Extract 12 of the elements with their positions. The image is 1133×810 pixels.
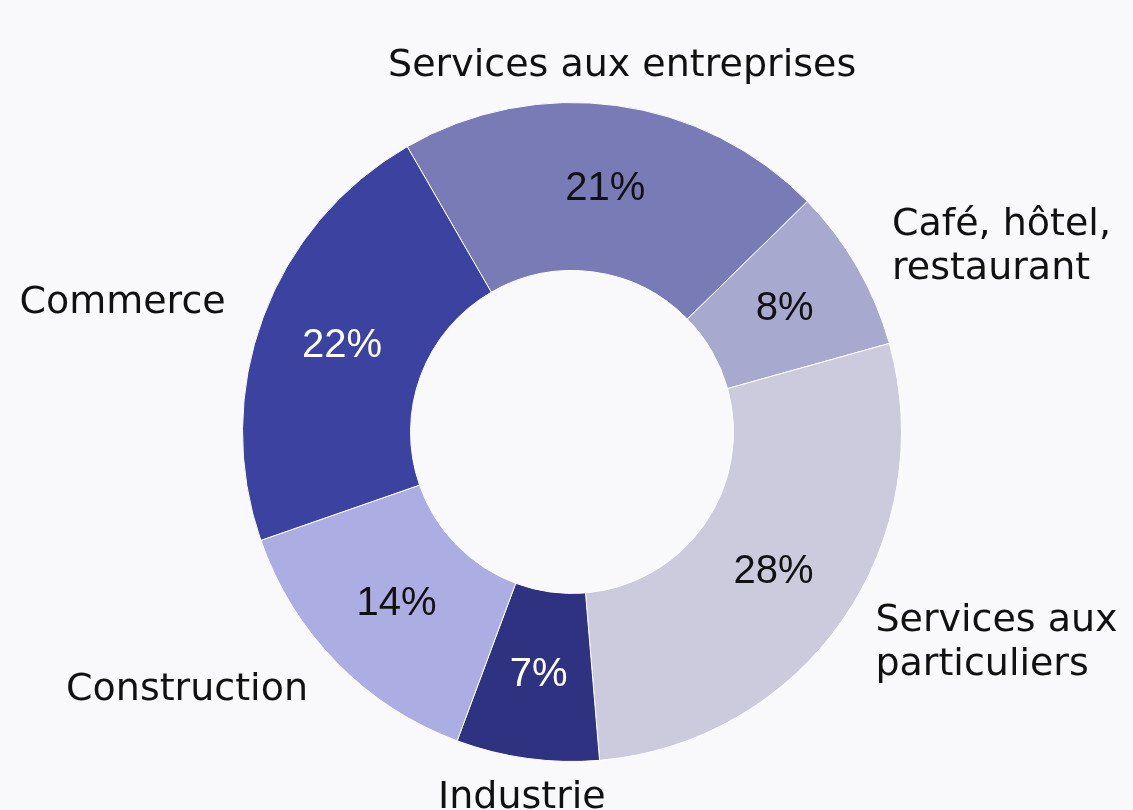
slice-label: Construction bbox=[66, 665, 308, 710]
data-label: 7% bbox=[509, 650, 568, 695]
data-label: 28% bbox=[733, 547, 814, 592]
data-label: 8% bbox=[755, 284, 814, 329]
slice-label: Services aux particuliers bbox=[875, 595, 1118, 684]
data-label: 21% bbox=[565, 163, 646, 208]
slice-label: Industrie bbox=[437, 772, 606, 810]
data-label: 22% bbox=[301, 321, 382, 366]
slice-label: Services aux entreprises bbox=[388, 40, 857, 85]
slice-label: Commerce bbox=[19, 278, 226, 323]
data-label: 14% bbox=[356, 578, 437, 623]
slice-label: Café, hôtel, restaurant bbox=[892, 200, 1111, 289]
